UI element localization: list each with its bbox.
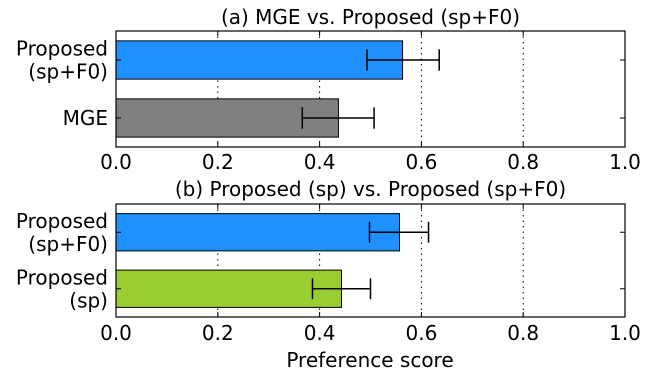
bar: [115, 98, 339, 138]
bar: [115, 269, 342, 308]
axes-frame: [115, 203, 626, 318]
x-tick-label: 0.0: [100, 150, 132, 174]
x-tick-label: 0.0: [100, 321, 132, 345]
panel-a: (a) MGE vs. Proposed (sp+F0) Proposed(sp+…: [16, 5, 641, 174]
x-tick-label: 0.8: [507, 321, 539, 345]
category-label: (sp+F0): [28, 60, 108, 84]
x-tick-label: 0.2: [202, 321, 234, 345]
x-tick-label: 1.0: [609, 150, 641, 174]
category-label: Proposed: [16, 37, 108, 61]
category-label: (sp): [69, 288, 108, 312]
category-label: MGE: [63, 106, 108, 130]
x-tick-label: 1.0: [609, 321, 641, 345]
category-label: Proposed: [16, 265, 108, 289]
x-tick-label: 0.6: [405, 150, 437, 174]
chart-title: (a) MGE vs. Proposed (sp+F0): [221, 5, 520, 29]
x-tick-label: 0.2: [202, 150, 234, 174]
category-label: (sp+F0): [28, 232, 108, 256]
panel-b: (b) Proposed (sp) vs. Proposed (sp+F0) Pr…: [16, 177, 641, 345]
category-label: Proposed: [16, 209, 108, 233]
bar: [115, 40, 404, 80]
x-tick-label: 0.8: [507, 150, 539, 174]
x-tick-label: 0.4: [304, 321, 336, 345]
chart-title: (b) Proposed (sp) vs. Proposed (sp+F0): [175, 177, 566, 201]
x-axis-label: Preference score: [286, 348, 453, 372]
axes-frame: [115, 30, 626, 148]
x-tick-label: 0.4: [304, 150, 336, 174]
bar: [115, 213, 401, 252]
x-tick-label: 0.6: [405, 321, 437, 345]
